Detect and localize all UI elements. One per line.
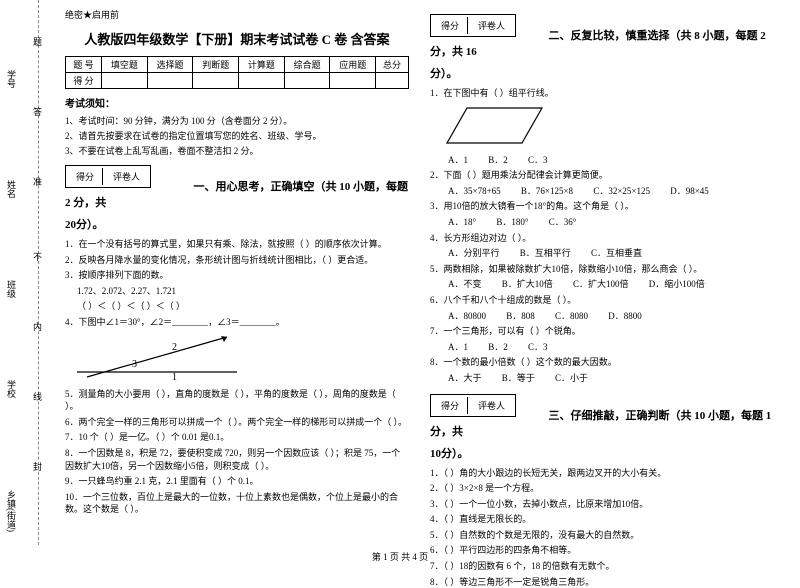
q2-6: 6．八个千和八个十组成的数是（ ）。	[430, 294, 775, 307]
td: 得 分	[66, 73, 102, 89]
left-column: 绝密★启用前 人教版四年级数学【下册】期末考试试卷 C 卷 含答案 题 号 填空…	[55, 0, 420, 545]
scorer-box: 得分 评卷人	[430, 394, 516, 417]
binding-label: 姓名	[5, 180, 18, 198]
q2-2-opts: A．35×78+65 B．76×125×8 C．32×25×125 D．98×4…	[430, 185, 775, 198]
notice-item: 2、请首先按要求在试卷的指定位置填写您的姓名、班级、学号。	[65, 129, 409, 142]
scorer-c1: 得分	[68, 168, 103, 185]
seal-word: 不	[33, 250, 42, 263]
binding-margin: 乡镇(街道) 学校 班级 姓名 学号 封 线 内 不 准 答 题	[0, 0, 55, 545]
q2-8-opts: A．大于 B．等于 C．小于	[430, 372, 775, 385]
q2-5-opts: A．不变 B．扩大10倍 C．扩大100倍 D．缩小100倍	[430, 278, 775, 291]
angle-figure: 2 3 1	[77, 332, 409, 385]
seal-word: 内	[33, 320, 42, 333]
q3-2: 2．（ ）3×2×8 是一个方程。	[430, 482, 775, 495]
svg-text:2: 2	[172, 342, 177, 353]
binding-label: 班级	[5, 280, 18, 298]
q3-8: 8．（ ）等边三角形不一定是锐角三角形。	[430, 576, 775, 588]
th: 应用题	[330, 57, 376, 73]
seal-word: 题	[33, 35, 42, 48]
notice-item: 3、不要在试卷上乱写乱画，卷面不整洁扣 2 分。	[65, 144, 409, 157]
section1-cont: 20分）。	[65, 216, 409, 232]
seal-word: 封	[33, 460, 42, 473]
q1-5: 5．测量角的大小要用（ ），直角的度数是（ ），平角的度数是（ ），周角的度数是…	[65, 388, 409, 413]
notice-list: 1、考试时间：90 分钟，满分为 100 分（含卷面分 2 分）。 2、请首先按…	[65, 114, 409, 157]
q2-4: 4．长方形组边对边（ ）。	[430, 232, 775, 245]
q1-3b: （ ）＜（ ）＜（ ）＜（ ）	[65, 300, 409, 313]
q2-1-opts: A．1 B．2 C．3	[430, 154, 775, 167]
q1-9: 9．一只蜂鸟约重 2.1 克，2.1 里面有（ ）个 0.1。	[65, 475, 409, 488]
th: 总分	[376, 57, 409, 73]
q2-8: 8．一个数的最小倍数（ ）这个数的最大因数。	[430, 356, 775, 369]
q2-5: 5．两数相除，如果被除数扩大10倍，除数缩小10倍，那么商会（ ）。	[430, 263, 775, 276]
th: 计算题	[239, 57, 285, 73]
right-column: 得分 评卷人 二、反复比较，慎重选择（共 8 小题，每题 2 分，共 16 分）…	[420, 0, 785, 545]
table-row: 得 分	[66, 73, 409, 89]
q1-3a: 1.72、2.072、2.27、1.721	[65, 285, 409, 298]
svg-text:3: 3	[132, 359, 137, 370]
q2-3-opts: A．18° B．180° C．36°	[430, 216, 775, 229]
q1-6: 6．两个完全一样的三角形可以拼成一个（ ）。两个完全一样的梯形可以拼成一个（ ）…	[65, 416, 409, 429]
q1-1: 1．在一个没有括号的算式里，如果只有乘、除法，就按照（ ）的顺序依次计算。	[65, 238, 409, 251]
q1-3: 3．按顺序排列下面的数。	[65, 269, 409, 282]
q1-7: 7．10 个（ ）是一亿。（ ）个 0.01 是0.1。	[65, 431, 409, 444]
seal-word: 准	[33, 175, 42, 188]
score-table: 题 号 填空题 选择题 判断题 计算题 综合题 应用题 总分 得 分	[65, 56, 409, 89]
th: 填空题	[102, 57, 148, 73]
exam-title: 人教版四年级数学【下册】期末考试试卷 C 卷 含答案	[65, 29, 409, 48]
q2-7-opts: A．1 B．2 C．3	[430, 341, 775, 354]
q1-10: 10．一个三位数，百位上是最大的一位数，十位上素数也是偶数，个位上是最小的合数。…	[65, 491, 409, 516]
q2-7: 7．一个三角形，可以有（ ）个锐角。	[430, 325, 775, 338]
scorer-box: 得分 评卷人	[430, 14, 516, 37]
table-row: 题 号 填空题 选择题 判断题 计算题 综合题 应用题 总分	[66, 57, 409, 73]
page-footer: 第 1 页 共 4 页	[0, 550, 800, 563]
q3-5: 5．（ ）自然数的个数是无限的，没有最大的自然数。	[430, 529, 775, 542]
notice-header: 考试须知：	[65, 95, 409, 110]
th: 题 号	[66, 57, 102, 73]
th: 选择题	[147, 57, 193, 73]
q3-3: 3．（ ）一个一位小数，去掉小数点，比原来增加10倍。	[430, 498, 775, 511]
section3-cont: 10分）。	[430, 445, 775, 461]
scorer-c1: 得分	[433, 397, 468, 414]
svg-text:1: 1	[172, 372, 177, 382]
th: 综合题	[284, 57, 330, 73]
scorer-c2: 评卷人	[105, 168, 148, 185]
scorer-box: 得分 评卷人	[65, 165, 151, 188]
scorer-c1: 得分	[433, 17, 468, 34]
th: 判断题	[193, 57, 239, 73]
q1-2: 2．反映各月降水量的变化情况，条形统计图与折线统计图相比，（ ）更合适。	[65, 254, 409, 267]
seal-word: 答	[33, 105, 42, 118]
q2-2: 2．下面（ ）题用乘法分配律会计算更简便。	[430, 169, 775, 182]
seal-word: 线	[33, 390, 42, 403]
q2-1: 1．在下图中有（ ）组平行线。	[430, 87, 775, 100]
td	[102, 73, 148, 89]
parallelogram-figure	[442, 103, 775, 151]
binding-label: 学号	[5, 70, 18, 88]
q2-6-opts: A．80800 B．808 C．8080 D．8800	[430, 310, 775, 323]
notice-item: 1、考试时间：90 分钟，满分为 100 分（含卷面分 2 分）。	[65, 114, 409, 127]
scorer-c2: 评卷人	[470, 17, 513, 34]
binding-label: 乡镇(街道)	[5, 490, 18, 532]
q1-8: 8．一个因数是 8，积是 72，要使积变成 720，则另一个因数应该（ ）；积是…	[65, 447, 409, 472]
q2-3: 3．用10倍的放大镜看一个18°的角。这个角是（ ）。	[430, 200, 775, 213]
section2-cont: 分）。	[430, 65, 775, 81]
secret-mark: 绝密★启用前	[65, 8, 409, 21]
q3-4: 4．（ ）直线是无限长的。	[430, 513, 775, 526]
q1-4: 4．下图中∠1＝30°，∠2＝________，∠3＝________。	[65, 316, 409, 329]
binding-label: 学校	[5, 380, 18, 398]
q3-1: 1．（ ）角的大小跟边的长短无关，跟两边叉开的大小有关。	[430, 467, 775, 480]
q2-4-opts: A．分别平行 B．互相平行 C．互相垂直	[430, 247, 775, 260]
scorer-c2: 评卷人	[470, 397, 513, 414]
